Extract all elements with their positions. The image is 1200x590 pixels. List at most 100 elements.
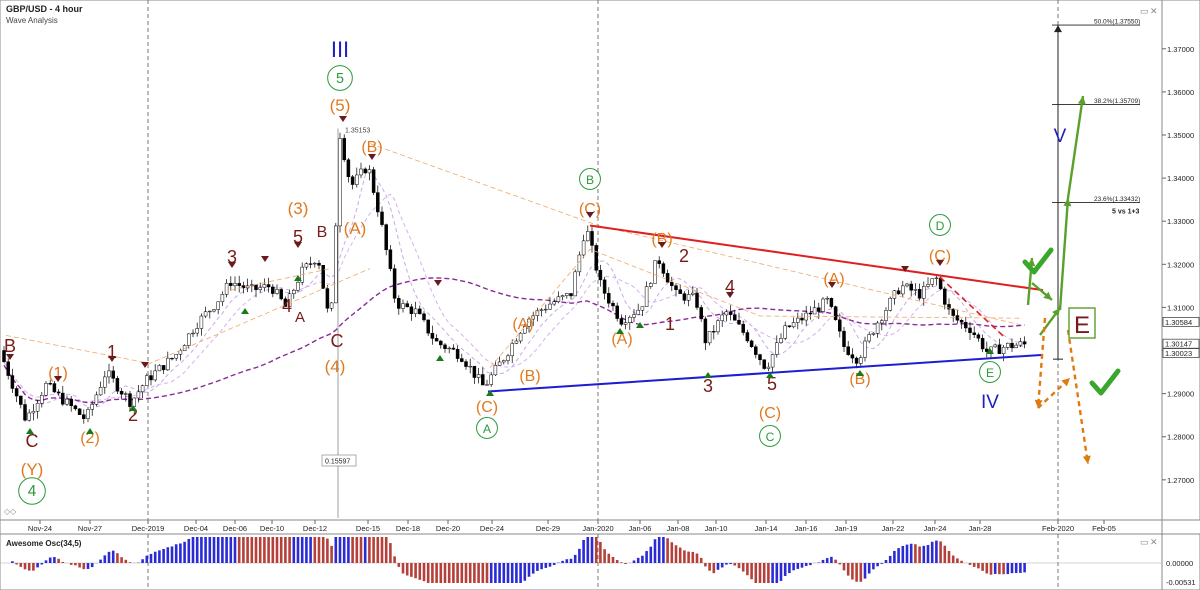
orange-trendline [229, 268, 331, 291]
candle-body [346, 159, 351, 178]
pivot-high-marker [828, 282, 836, 288]
orange-trendline [369, 143, 1021, 326]
x-tick-label: Feb-05 [1092, 524, 1116, 533]
candle-body [447, 347, 451, 350]
candle-body [40, 394, 44, 404]
osc-bar [422, 563, 426, 582]
osc-bar [485, 563, 489, 583]
osc-bar [607, 553, 611, 563]
candle-body [82, 414, 86, 419]
y-tick-label: 1.29000 [1167, 390, 1194, 399]
candle-body [661, 263, 666, 274]
candle-body [224, 282, 229, 295]
candle-body [388, 249, 393, 269]
osc-bar [594, 537, 598, 563]
wave-label: (C) [476, 399, 498, 416]
osc-bar [401, 563, 405, 574]
x-tick-label: Jan-24 [924, 524, 947, 533]
osc-bar [510, 563, 514, 583]
candle-body [632, 314, 636, 318]
candle-body [892, 290, 897, 299]
candle-body [556, 296, 561, 302]
osc-bar [473, 563, 476, 583]
osc-bar [695, 553, 699, 563]
pivot-high-marker [901, 266, 909, 272]
wave-label: (A) [512, 316, 533, 333]
osc-bar [838, 563, 842, 565]
wave-label: C [331, 331, 344, 351]
osc-bar [918, 546, 921, 563]
candle-body [237, 283, 241, 286]
osc-bar [342, 537, 346, 563]
osc-bar [237, 537, 241, 563]
candle-body [926, 284, 930, 287]
osc-bar [279, 537, 283, 563]
osc-bar [754, 563, 758, 583]
osc-bar [69, 563, 73, 565]
candle-body [678, 289, 682, 294]
candle-body [14, 388, 19, 397]
osc-close-icon[interactable]: ✕ [1150, 537, 1158, 547]
osc-collapse-icon[interactable]: ▭ [1140, 537, 1149, 547]
collapse-icon[interactable]: ▭ [1140, 6, 1149, 16]
osc-bar [674, 545, 678, 563]
candle-body [657, 260, 661, 264]
checkmark-icon [1022, 247, 1054, 275]
candle-body [271, 286, 275, 294]
candle-body [296, 281, 300, 291]
candle-body [262, 284, 267, 288]
wave-label: (C) [579, 201, 601, 218]
osc-bar [565, 559, 569, 563]
triangle-lower-line [487, 353, 1044, 393]
candle-body [762, 359, 766, 369]
y-tick-label: 1.32000 [1167, 260, 1194, 269]
osc-bar [947, 550, 951, 563]
candle-body [607, 293, 611, 304]
candle-body [371, 169, 376, 193]
candle-body [959, 319, 964, 323]
osc-bar [859, 563, 863, 582]
pivot-high-marker [261, 256, 269, 262]
wave-label: (A) [344, 219, 367, 238]
candle-body [544, 308, 548, 311]
osc-bar [443, 563, 447, 583]
candle-body [451, 347, 456, 350]
candle-body [867, 334, 871, 342]
wave-circle [18, 477, 46, 505]
wave-label: (4) [325, 357, 346, 376]
candle-body [754, 346, 758, 355]
candle-body [107, 370, 111, 378]
wave-label: (A) [611, 331, 632, 348]
osc-bar [166, 547, 170, 563]
osc-bar [956, 558, 959, 563]
candle-body [502, 360, 506, 363]
wave-label-circled: 4 [28, 483, 37, 500]
candle-body [737, 320, 741, 325]
candle-body [472, 365, 477, 378]
candle-body [800, 317, 804, 321]
wave-label: (Y) [21, 460, 44, 479]
osc-bar [939, 541, 942, 563]
close-icon[interactable]: ✕ [1150, 6, 1158, 16]
osc-bar [687, 551, 690, 563]
candle-body [90, 404, 94, 410]
wave-label: 4 [282, 296, 292, 316]
osc-bar [468, 563, 472, 583]
osc-bar [775, 563, 779, 583]
candle-body [787, 325, 792, 328]
candle-body [964, 322, 968, 329]
osc-bar [11, 561, 14, 563]
osc-bar [716, 563, 720, 570]
osc-bar [124, 559, 128, 563]
scroll-arrows-icon[interactable]: ◇◇ [4, 507, 17, 516]
candle-body [628, 316, 632, 323]
osc-bar [888, 555, 892, 563]
osc-bar [86, 563, 90, 569]
candle-body [241, 285, 246, 289]
candle-body [220, 294, 225, 303]
osc-bar [867, 563, 871, 574]
pivot-high-marker [658, 242, 666, 248]
osc-bar [897, 548, 900, 563]
high-label: 1.35153 [345, 128, 370, 135]
